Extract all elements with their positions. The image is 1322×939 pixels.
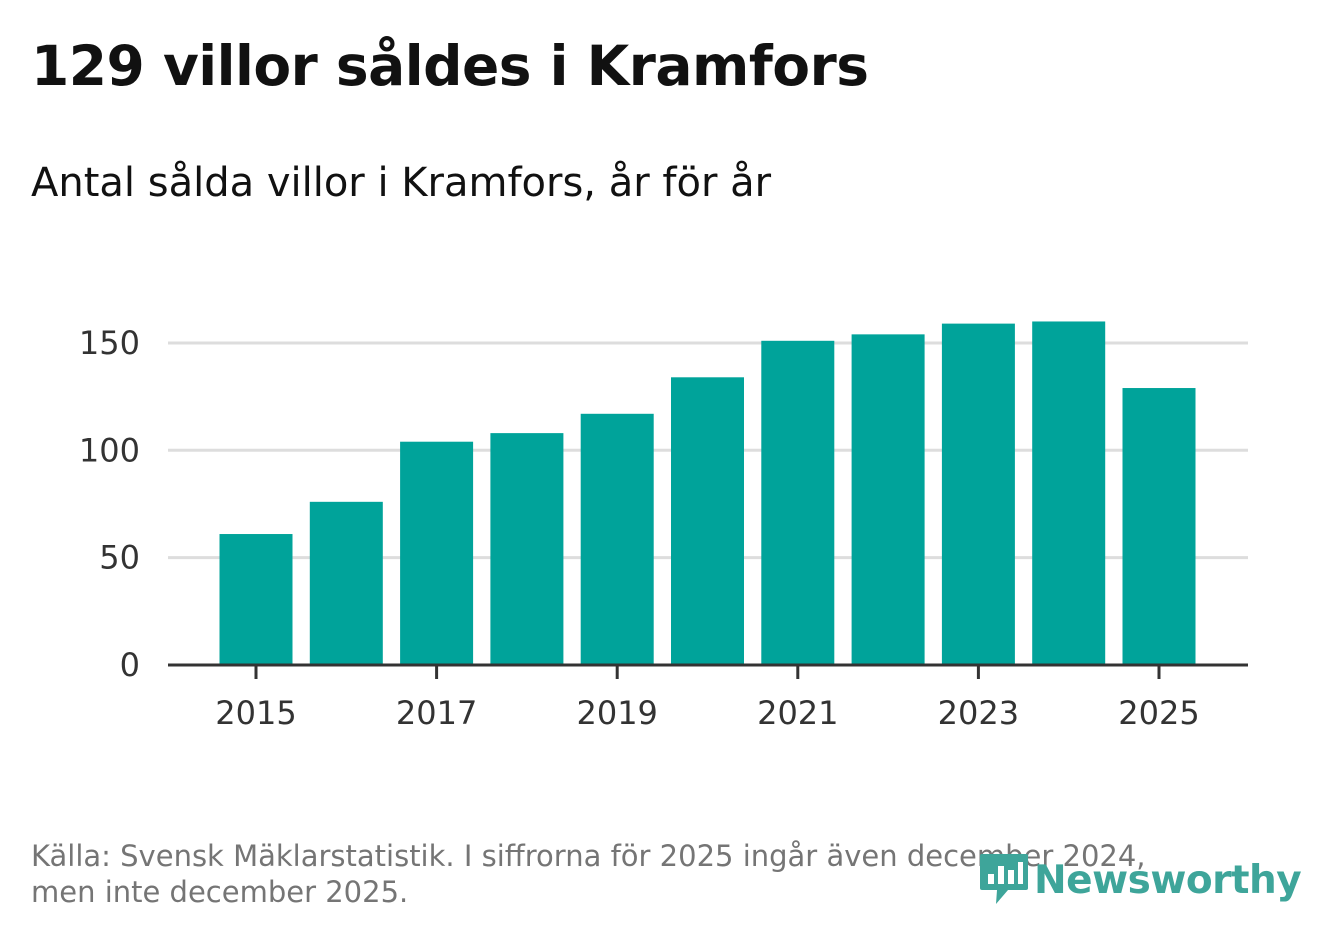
axes: 0 50 100 150 2015 2017 2019 2021 2023 2025 xyxy=(79,324,1248,732)
bar-2015 xyxy=(219,534,293,665)
bar-chart-speech-bubble-icon xyxy=(980,854,1028,904)
x-tick-label-2019: 2019 xyxy=(576,694,657,732)
source-line-1: Källa: Svensk Mäklarstatistik. I siffror… xyxy=(31,839,1146,873)
source-line-2: men inte december 2025. xyxy=(31,875,409,909)
bar-2018 xyxy=(490,433,564,665)
x-tick-label-2017: 2017 xyxy=(396,694,477,732)
x-tick-label-2023: 2023 xyxy=(938,694,1019,732)
bar-2024 xyxy=(1032,321,1106,665)
bar-2023 xyxy=(941,323,1015,665)
bar-chart: 0 50 100 150 2015 2017 2019 2021 2023 2025 xyxy=(79,321,1248,732)
bars xyxy=(219,321,1196,665)
bar-2017 xyxy=(400,441,474,665)
chart-subtitle: Antal sålda villor i Kramfors, år för år xyxy=(31,160,772,206)
source-note: Källa: Svensk Mäklarstatistik. I siffror… xyxy=(31,838,1231,910)
brand-name: Newsworthy xyxy=(1034,857,1302,903)
bar-2016 xyxy=(309,501,383,665)
bar-2025 xyxy=(1122,388,1196,665)
x-tick-label-2025: 2025 xyxy=(1118,694,1199,732)
bar-2019 xyxy=(580,413,654,665)
bar-2022 xyxy=(851,334,925,665)
y-tick-label-150: 150 xyxy=(79,324,140,362)
bar-2020 xyxy=(671,377,744,665)
bar-2021 xyxy=(761,340,835,665)
chart-title: 129 villor såldes i Kramfors xyxy=(31,34,869,98)
y-tick-label-0: 0 xyxy=(120,646,140,684)
x-tick-label-2015: 2015 xyxy=(215,694,296,732)
y-tick-label-50: 50 xyxy=(99,539,140,577)
y-tick-label-100: 100 xyxy=(79,431,140,469)
x-tick-label-2021: 2021 xyxy=(757,694,838,732)
brand-logo: Newsworthy xyxy=(978,848,1302,912)
